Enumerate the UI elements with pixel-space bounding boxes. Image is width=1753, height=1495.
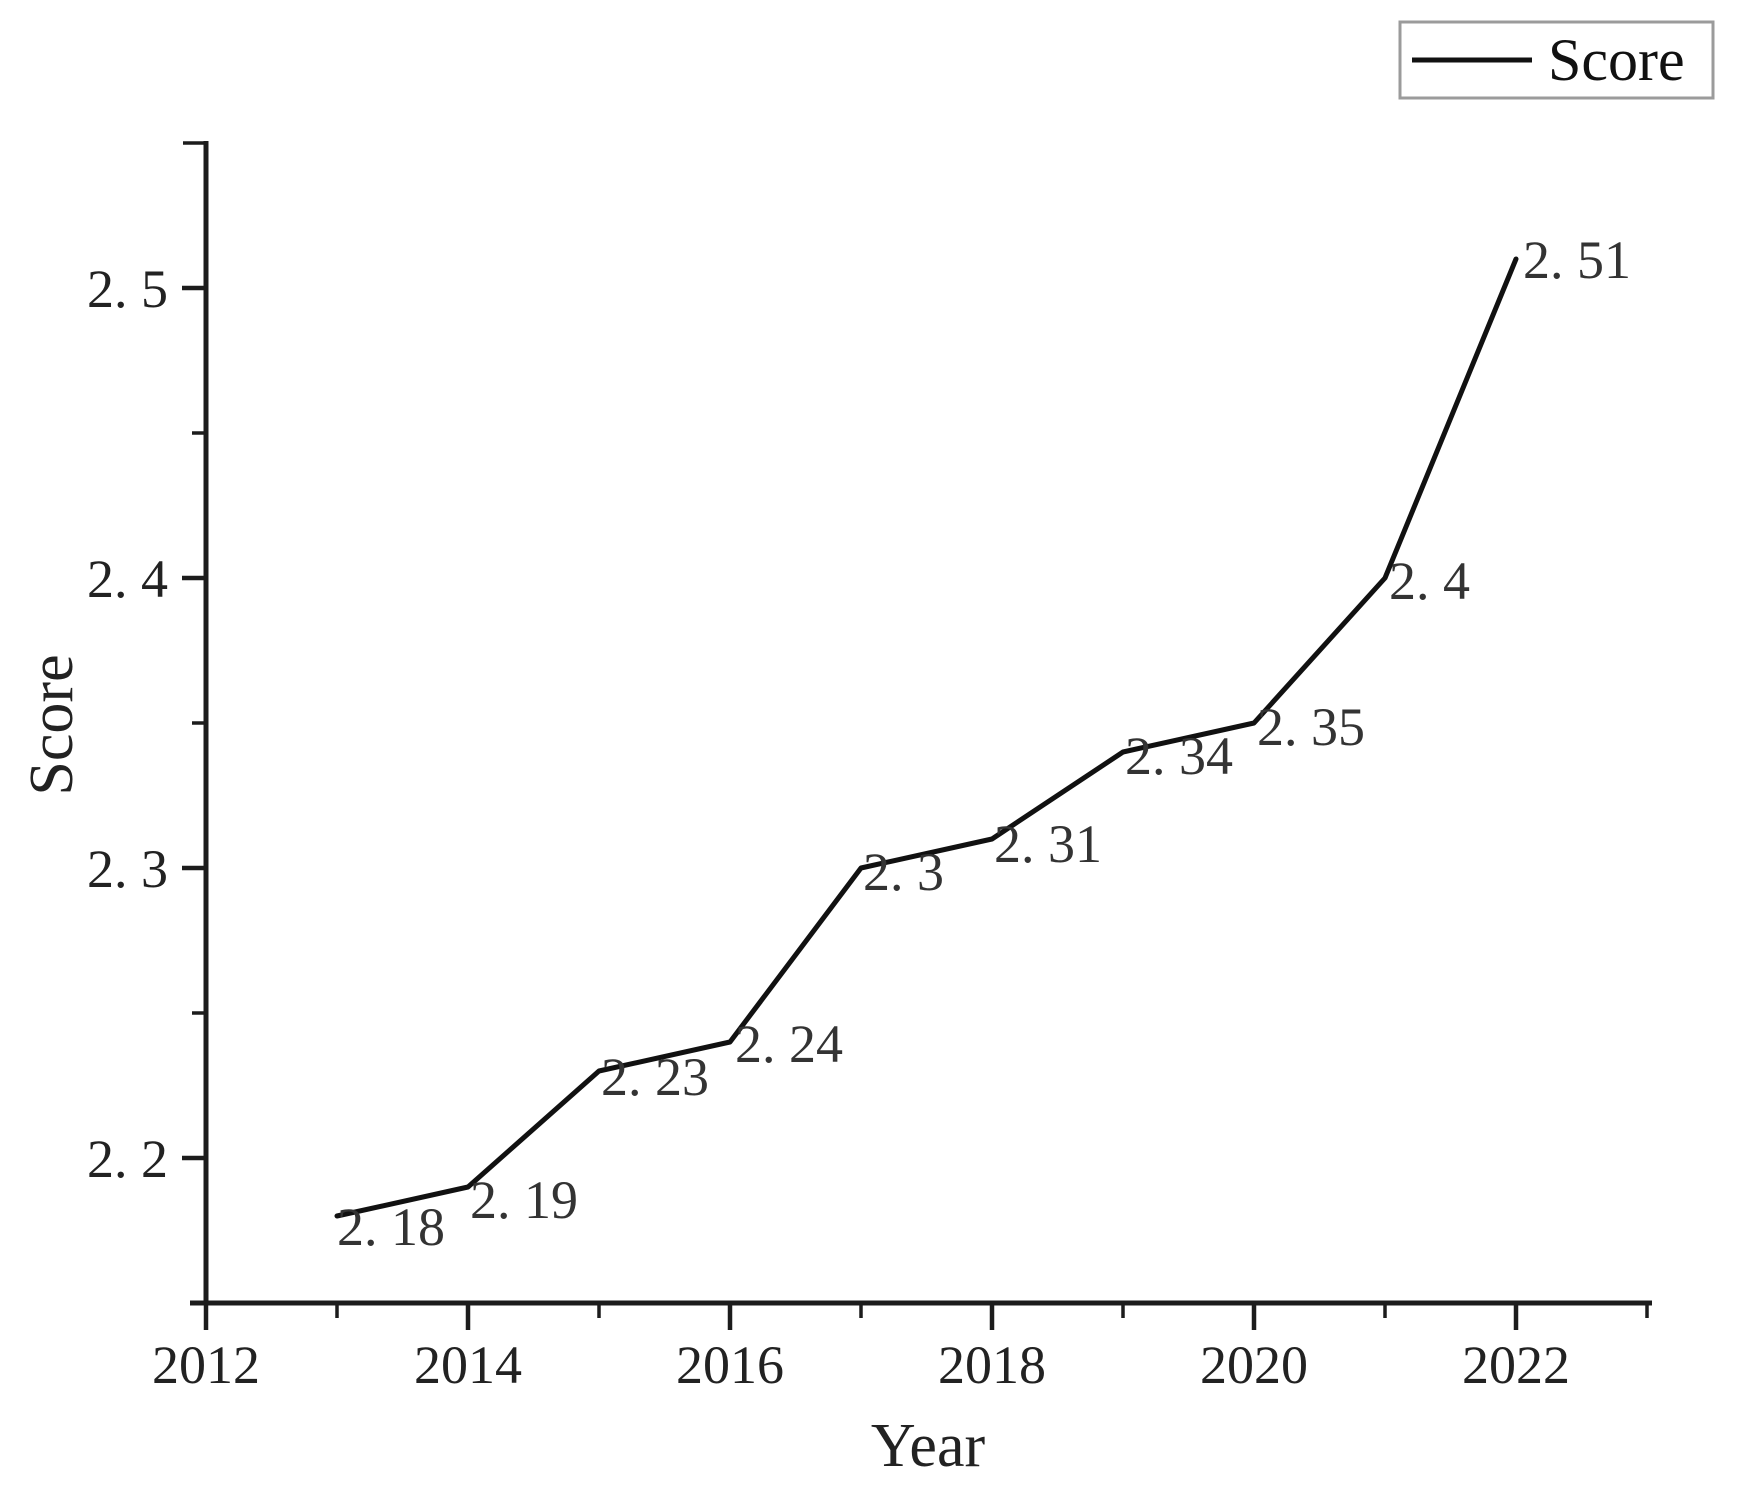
x-tick-label: 2012 xyxy=(152,1335,260,1395)
score-line xyxy=(334,256,1519,1219)
data-point-label: 2. 3 xyxy=(863,842,944,902)
data-point-label: 2. 51 xyxy=(1523,230,1631,290)
x-tick-label: 2018 xyxy=(938,1335,1046,1395)
y-axis-title: Score xyxy=(18,654,86,795)
y-tick-label: 2. 5 xyxy=(87,259,168,319)
data-point-label: 2. 35 xyxy=(1257,697,1365,757)
y-tick-label: 2. 3 xyxy=(87,839,168,899)
y-tick-label: 2. 4 xyxy=(87,549,168,609)
plot-area: 2012 2014 2016 2018 2020 2022 2. 2 2. 3 2. 4 2. 5… xyxy=(87,141,1652,1395)
data-point-label: 2. 23 xyxy=(601,1047,709,1107)
x-tick-label: 2014 xyxy=(414,1335,522,1395)
data-point-label: 2. 31 xyxy=(994,814,1102,874)
x-tick-label: 2016 xyxy=(676,1335,784,1395)
data-point-label: 2. 18 xyxy=(337,1197,445,1257)
legend: Score xyxy=(1398,20,1715,100)
data-point-label: 2. 34 xyxy=(1125,726,1233,786)
legend-label: Score xyxy=(1548,27,1685,93)
data-point-label: 2. 24 xyxy=(735,1014,843,1074)
data-point-label: 2. 4 xyxy=(1389,551,1470,611)
y-tick-label: 2. 2 xyxy=(87,1129,168,1189)
x-tick-label: 2020 xyxy=(1200,1335,1308,1395)
x-tick-label: 2022 xyxy=(1462,1335,1570,1395)
x-axis-title: Year xyxy=(871,1412,986,1480)
data-point-label: 2. 19 xyxy=(470,1170,578,1230)
